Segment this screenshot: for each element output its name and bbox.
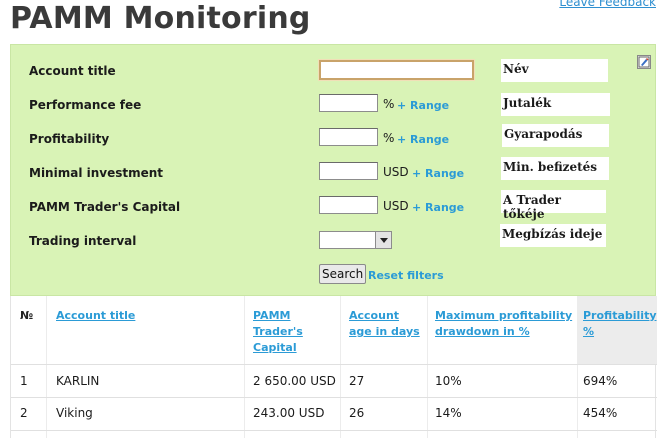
minimal-investment-translation: Min. befizetés — [501, 157, 609, 180]
leave-feedback-link[interactable]: Leave Feedback — [559, 0, 656, 9]
header-max-drawdown[interactable]: Maximum profitability drawdown in % — [435, 309, 573, 338]
account-title-translation: Név — [501, 59, 608, 82]
sorted-column-header-bg — [577, 296, 657, 364]
minimal-investment-input[interactable] — [319, 162, 378, 180]
account-title-input[interactable] — [319, 60, 474, 80]
edit-icon[interactable] — [637, 55, 651, 69]
minimal-investment-range-link[interactable]: + Range — [412, 167, 465, 180]
row-account-age: 27 — [349, 374, 365, 388]
row-trader-capital: 2 650.00 USD — [253, 374, 336, 388]
row-max-drawdown: 14% — [435, 406, 462, 420]
profitability-unit: % — [383, 131, 395, 145]
minimal-investment-unit: USD — [383, 165, 409, 179]
header-number: № — [20, 309, 34, 322]
reset-filters-link[interactable]: Reset filters — [368, 269, 444, 282]
profitability-label: Profitability — [29, 132, 110, 146]
row-max-drawdown: 10% — [435, 374, 462, 388]
profitability-input[interactable] — [319, 128, 378, 146]
row-account-title: Viking — [56, 406, 93, 420]
performance-fee-range-link[interactable]: + Range — [397, 99, 450, 112]
trading-interval-select[interactable] — [319, 231, 392, 249]
header-account-age[interactable]: Account age in days — [349, 309, 420, 338]
pamm-table: № Account title PAMM Trader's Capital Ac… — [10, 296, 657, 438]
performance-fee-input[interactable] — [319, 94, 378, 112]
header-trader-capital[interactable]: PAMM Trader's Capital — [253, 309, 303, 354]
row-account-title: KARLIN — [56, 374, 100, 388]
minimal-investment-label: Minimal investment — [29, 166, 164, 180]
account-title-label: Account title — [29, 64, 116, 78]
row-trader-capital: 243.00 USD — [253, 406, 325, 420]
performance-fee-unit: % — [383, 97, 395, 111]
chevron-down-icon[interactable] — [375, 232, 391, 248]
row-account-age: 26 — [349, 406, 365, 420]
trader-capital-input[interactable] — [319, 196, 378, 214]
trader-capital-translation: A Trader tőkéje — [501, 190, 606, 221]
profitability-translation: Gyarapodás — [502, 124, 609, 147]
row-profitability: 694% — [583, 374, 618, 388]
row-number: 2 — [20, 406, 28, 420]
row-number: 1 — [20, 374, 28, 388]
page-title: PAMM Monitoring — [10, 1, 311, 36]
trader-capital-unit: USD — [383, 199, 409, 213]
performance-fee-label: Performance fee — [29, 98, 142, 112]
filter-panel: Account title Név Performance fee % + Ra… — [10, 44, 656, 296]
trader-capital-label: PAMM Trader's Capital — [29, 200, 181, 214]
trader-capital-range-link[interactable]: + Range — [412, 201, 465, 214]
header-account-title[interactable]: Account title — [56, 309, 136, 322]
search-button[interactable]: Search — [319, 264, 367, 284]
trading-interval-label: Trading interval — [29, 234, 137, 248]
trading-interval-translation: Megbízás ideje — [500, 224, 606, 247]
performance-fee-translation: Jutalék — [501, 93, 610, 116]
profitability-range-link[interactable]: + Range — [397, 133, 450, 146]
row-profitability: 454% — [583, 406, 618, 420]
header-profitability[interactable]: Profitability % — [583, 309, 657, 338]
